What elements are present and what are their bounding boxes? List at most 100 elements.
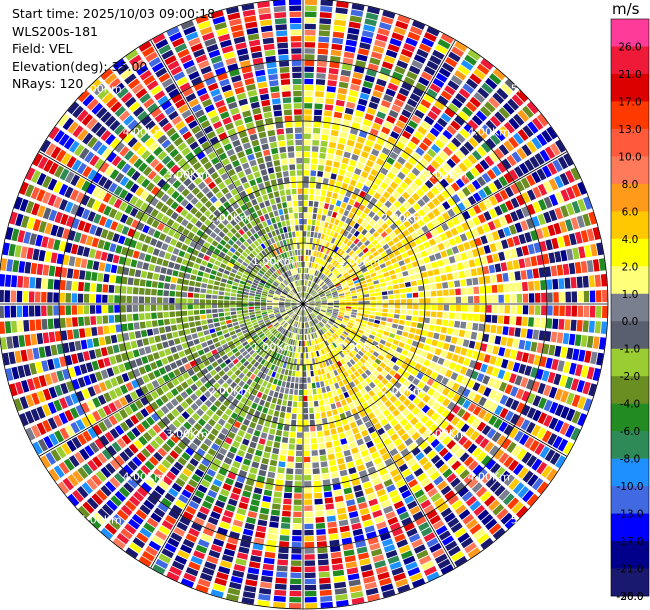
velocity-gate [540, 280, 547, 291]
velocity-gate [193, 310, 200, 315]
velocity-gate [457, 110, 469, 122]
velocity-gate [504, 250, 512, 260]
velocity-gate [229, 354, 236, 361]
velocity-gate [588, 211, 597, 225]
velocity-gate [357, 310, 364, 314]
velocity-gate [225, 288, 231, 293]
velocity-gate [339, 525, 350, 533]
velocity-gate [241, 534, 253, 542]
velocity-gate [467, 119, 479, 131]
velocity-gate [457, 355, 465, 365]
velocity-gate [427, 110, 438, 121]
velocity-gate [26, 348, 34, 361]
velocity-gate [326, 263, 332, 269]
velocity-gate [292, 327, 296, 333]
velocity-gate [560, 249, 568, 262]
velocity-gate [340, 280, 346, 285]
velocity-gate [307, 308, 312, 313]
velocity-gate [422, 215, 431, 224]
velocity-gate [373, 323, 380, 328]
velocity-gate [326, 191, 333, 198]
velocity-gate [249, 373, 256, 381]
velocity-gate [296, 328, 299, 334]
velocity-gate [307, 295, 312, 300]
velocity-gate [307, 346, 311, 353]
velocity-gate [328, 265, 334, 271]
velocity-gate [468, 239, 477, 249]
velocity-gate [130, 183, 140, 194]
velocity-gate [513, 430, 524, 443]
velocity-gate [466, 278, 473, 286]
velocity-gate [469, 500, 482, 512]
velocity-gate [314, 103, 323, 110]
velocity-gate [237, 290, 243, 295]
velocity-gate [349, 331, 356, 337]
velocity-gate [308, 296, 313, 301]
velocity-gate [374, 483, 384, 492]
velocity-gate [372, 340, 379, 347]
velocity-gate [475, 486, 488, 498]
velocity-gate [322, 392, 328, 399]
velocity-gate [417, 198, 426, 208]
velocity-gate [381, 316, 387, 322]
velocity-gate [348, 198, 355, 206]
velocity-gate [230, 426, 239, 434]
velocity-gate [136, 423, 146, 434]
velocity-gate [325, 291, 332, 295]
velocity-gate [329, 274, 335, 280]
velocity-gate [141, 419, 151, 430]
velocity-gate [385, 391, 393, 399]
velocity-gate [447, 208, 456, 218]
velocity-gate [382, 304, 388, 308]
velocity-gate [459, 145, 470, 156]
velocity-gate [323, 354, 328, 361]
velocity-gate [270, 509, 281, 516]
velocity-gate [139, 527, 152, 539]
velocity-gate [398, 135, 409, 145]
velocity-gate [85, 362, 94, 373]
velocity-gate [183, 279, 190, 286]
velocity-gate [266, 414, 273, 422]
velocity-gate [224, 358, 232, 365]
velocity-gate [313, 474, 321, 481]
velocity-gate [472, 132, 484, 144]
velocity-gate [315, 220, 321, 226]
velocity-gate [133, 491, 145, 502]
velocity-gate [108, 284, 115, 293]
velocity-gate [510, 294, 517, 303]
velocity-gate [312, 388, 317, 395]
velocity-gate [415, 328, 422, 335]
velocity-gate [304, 523, 314, 530]
velocity-gate [564, 376, 574, 389]
velocity-gate [226, 370, 234, 377]
velocity-gate [373, 143, 383, 151]
velocity-gate [304, 481, 312, 487]
velocity-gate [267, 348, 273, 355]
velocity-gate [210, 269, 217, 276]
velocity-gate [393, 176, 402, 185]
velocity-gate [278, 318, 284, 323]
velocity-gate [264, 420, 271, 428]
velocity-gate [322, 122, 331, 129]
velocity-gate [321, 306, 327, 308]
velocity-gate [353, 399, 361, 407]
velocity-gate [450, 522, 463, 533]
velocity-gate [266, 362, 272, 369]
velocity-gate [173, 527, 186, 537]
velocity-gate [578, 246, 586, 259]
velocity-gate [189, 457, 199, 467]
velocity-gate [445, 230, 453, 239]
velocity-gate [501, 359, 509, 369]
velocity-gate [414, 237, 422, 245]
velocity-gate [450, 443, 461, 454]
velocity-gate [310, 431, 317, 438]
velocity-gate [268, 293, 274, 296]
velocity-gate [303, 310, 305, 316]
velocity-gate [437, 242, 445, 251]
velocity-gate [259, 587, 272, 595]
velocity-gate [464, 54, 477, 66]
velocity-gate [35, 305, 41, 317]
velocity-gate [414, 421, 423, 430]
velocity-gate [332, 268, 338, 274]
velocity-gate [196, 408, 205, 417]
